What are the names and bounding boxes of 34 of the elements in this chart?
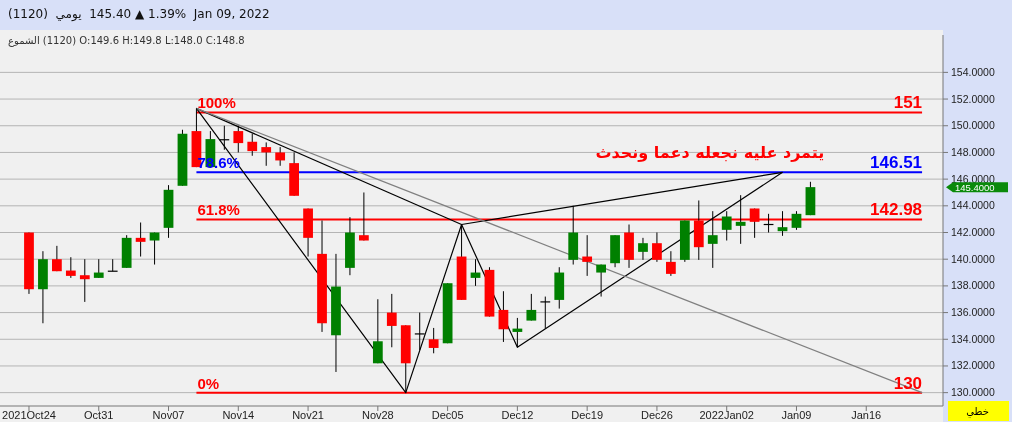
y-tick-label: 134.0000 <box>951 332 995 345</box>
x-tick-label: 2022Jan02 <box>699 409 754 421</box>
x-tick-label: Dec26 <box>641 409 673 421</box>
y-tick-label: 142.0000 <box>951 226 995 239</box>
annotation: 0% <box>197 374 220 392</box>
y-tick-label: 152.0000 <box>951 92 995 105</box>
y-tick-label: 136.0000 <box>951 306 995 319</box>
y-tick-label: 150.0000 <box>951 119 995 132</box>
x-tick-label: Nov28 <box>361 409 394 421</box>
ref-line-label: 142.98 <box>870 200 923 220</box>
x-tick-label: Dec12 <box>501 409 534 421</box>
x-tick-label: Jan16 <box>851 409 882 421</box>
x-tick-label: Nov07 <box>152 409 185 421</box>
x-tick-label: Jan09 <box>781 409 812 421</box>
y-tick-label: 138.0000 <box>951 279 995 292</box>
ref-line-label: 146.51 <box>870 153 923 173</box>
text: خطي <box>966 406 989 418</box>
x-tick-label: Dec05 <box>431 409 464 421</box>
annotation: يتمرد عليه نجعله دعما ونحدث <box>595 142 825 162</box>
ref-line-label: 151 <box>893 93 923 113</box>
y-tick-label: 148.0000 <box>951 145 995 158</box>
x-tick-label: Oct31 <box>84 409 114 421</box>
y-tick-label: 132.0000 <box>951 359 995 372</box>
x-tick-label: Nov21 <box>292 409 324 421</box>
ref-line-label: 130 <box>893 373 923 393</box>
x-tick-label: 2021Oct24 <box>2 409 56 421</box>
annotation: 61.8% <box>197 201 240 219</box>
y-tick-label: 130.0000 <box>951 386 995 399</box>
y-tick-label: 140.0000 <box>951 252 995 265</box>
annotation: 100% <box>197 94 236 112</box>
y-tick-label: 144.0000 <box>951 199 995 212</box>
x-tick-label: Dec19 <box>571 409 604 421</box>
x-tick-label: Nov14 <box>222 409 255 421</box>
y-tick-label: 154.0000 <box>951 65 995 78</box>
